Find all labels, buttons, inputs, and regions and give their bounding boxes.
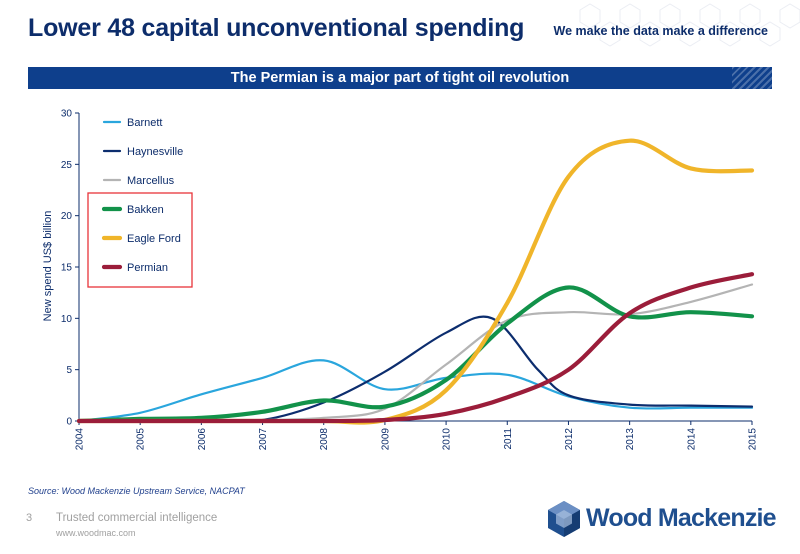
- logo-text: Wood Mackenzie: [586, 504, 777, 532]
- series-line-permian: [76, 272, 755, 424]
- y-tick-label: 20: [61, 211, 73, 222]
- x-tick-label: 2012: [564, 428, 575, 451]
- legend-label-bakken: Bakken: [127, 204, 164, 216]
- x-tick-label: 2005: [136, 428, 147, 451]
- x-tick-label: 2007: [258, 428, 269, 451]
- logo-cube-icon: [548, 501, 580, 537]
- x-tick-label: 2009: [380, 428, 391, 451]
- x-tick-label: 2008: [319, 428, 330, 451]
- x-tick-label: 2004: [75, 428, 86, 451]
- y-tick-label: 15: [61, 263, 73, 274]
- series-line-haynesville: [77, 315, 754, 423]
- banner-hatch-decoration: [732, 67, 772, 89]
- chart-banner: The Permian is a major part of tight oil…: [28, 67, 772, 89]
- chart-legend: Barnett Haynesville Marcellus Bakken Eagle F…: [101, 117, 183, 274]
- footer-url[interactable]: www.woodmac.com: [56, 528, 136, 538]
- hexagon-pattern-decoration: [579, 3, 800, 47]
- y-tick-label: 30: [61, 109, 73, 120]
- legend-highlight-box: [87, 192, 193, 288]
- chart-series-lines: [76, 138, 755, 425]
- slide-title: Lower 48 capital unconventional spending: [28, 14, 525, 42]
- x-tick-label: 2013: [625, 428, 636, 451]
- wood-mackenzie-logo: Wood Mackenzie: [546, 498, 777, 540]
- header-tagline: We make the data make a difference: [553, 24, 768, 38]
- legend-label-marcellus: Marcellus: [127, 175, 175, 187]
- y-tick-label: 5: [66, 365, 72, 376]
- x-tick-label: 2011: [503, 428, 514, 450]
- series-line-bakken: [76, 285, 755, 424]
- y-tick-label: 25: [61, 160, 73, 171]
- series-line-eagle-ford: [76, 138, 755, 425]
- y-tick-label: 10: [61, 314, 73, 325]
- legend-label-permian: Permian: [127, 262, 168, 274]
- x-tick-label: 2015: [748, 428, 759, 451]
- banner-text: The Permian is a major part of tight oil…: [230, 70, 570, 86]
- footer-tagline: Trusted commercial intelligence: [56, 512, 218, 524]
- legend-label-haynesville: Haynesville: [127, 146, 183, 158]
- legend-label-barnett: Barnett: [127, 117, 162, 129]
- y-tick-label: 0: [66, 417, 72, 428]
- legend-label-eagle-ford: Eagle Ford: [127, 233, 181, 245]
- y-axis-label: New spend US$ billion: [42, 211, 54, 322]
- x-tick-label: 2014: [686, 428, 697, 451]
- source-note: Source: Wood Mackenzie Upstream Service,…: [28, 486, 245, 496]
- page-number: 3: [26, 512, 33, 524]
- series-line-barnett: [77, 359, 754, 423]
- x-tick-label: 2006: [197, 428, 208, 451]
- x-tick-label: 2010: [442, 428, 453, 451]
